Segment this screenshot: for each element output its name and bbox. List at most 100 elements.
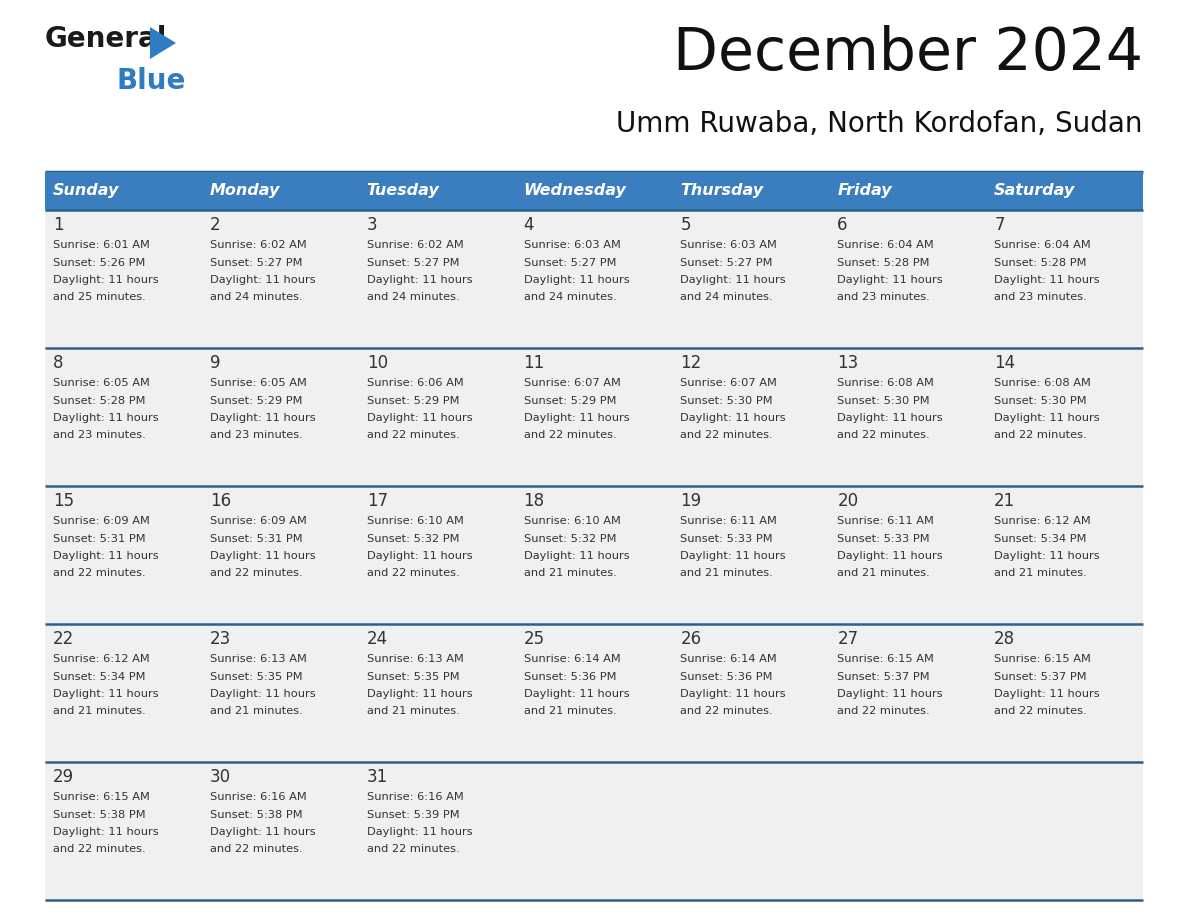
Text: Sunrise: 6:14 AM: Sunrise: 6:14 AM xyxy=(524,654,620,664)
Text: 16: 16 xyxy=(210,492,230,510)
Text: and 21 minutes.: and 21 minutes. xyxy=(838,568,930,578)
Text: Sunset: 5:39 PM: Sunset: 5:39 PM xyxy=(367,810,460,820)
Bar xyxy=(986,172,1143,210)
Text: 25: 25 xyxy=(524,630,544,648)
Text: 30: 30 xyxy=(210,768,230,786)
Text: Sunrise: 6:13 AM: Sunrise: 6:13 AM xyxy=(210,654,307,664)
Text: Daylight: 11 hours: Daylight: 11 hours xyxy=(53,827,159,837)
Text: Daylight: 11 hours: Daylight: 11 hours xyxy=(681,413,786,423)
Text: and 21 minutes.: and 21 minutes. xyxy=(524,707,617,717)
Text: Sunrise: 6:02 AM: Sunrise: 6:02 AM xyxy=(367,240,463,250)
Bar xyxy=(202,624,359,762)
Text: and 23 minutes.: and 23 minutes. xyxy=(994,293,1087,303)
Text: Daylight: 11 hours: Daylight: 11 hours xyxy=(210,689,316,699)
Text: Daylight: 11 hours: Daylight: 11 hours xyxy=(524,551,630,561)
Text: and 22 minutes.: and 22 minutes. xyxy=(994,707,1087,717)
Text: Friday: Friday xyxy=(838,184,892,198)
Text: Daylight: 11 hours: Daylight: 11 hours xyxy=(367,275,473,285)
Text: Daylight: 11 hours: Daylight: 11 hours xyxy=(367,413,473,423)
Bar xyxy=(359,348,516,486)
Text: Sunset: 5:35 PM: Sunset: 5:35 PM xyxy=(367,671,460,681)
Bar xyxy=(202,210,359,348)
Text: Daylight: 11 hours: Daylight: 11 hours xyxy=(524,413,630,423)
Text: 4: 4 xyxy=(524,216,535,234)
Bar xyxy=(986,486,1143,624)
Text: 2: 2 xyxy=(210,216,221,234)
Text: Sunrise: 6:16 AM: Sunrise: 6:16 AM xyxy=(210,792,307,802)
Text: 9: 9 xyxy=(210,354,220,372)
Text: Sunset: 5:29 PM: Sunset: 5:29 PM xyxy=(367,396,460,406)
Text: Tuesday: Tuesday xyxy=(367,184,440,198)
Text: Sunset: 5:32 PM: Sunset: 5:32 PM xyxy=(524,533,617,543)
Text: 13: 13 xyxy=(838,354,859,372)
Text: 23: 23 xyxy=(210,630,232,648)
Bar xyxy=(829,348,986,486)
Text: Sunrise: 6:07 AM: Sunrise: 6:07 AM xyxy=(524,378,620,388)
Text: 18: 18 xyxy=(524,492,544,510)
Text: 3: 3 xyxy=(367,216,378,234)
Text: Daylight: 11 hours: Daylight: 11 hours xyxy=(681,689,786,699)
Bar xyxy=(202,762,359,900)
Text: 26: 26 xyxy=(681,630,702,648)
Text: Sunrise: 6:03 AM: Sunrise: 6:03 AM xyxy=(524,240,620,250)
Text: 27: 27 xyxy=(838,630,859,648)
Text: Sunset: 5:31 PM: Sunset: 5:31 PM xyxy=(53,533,146,543)
Text: Sunrise: 6:08 AM: Sunrise: 6:08 AM xyxy=(838,378,934,388)
Text: Daylight: 11 hours: Daylight: 11 hours xyxy=(994,413,1100,423)
Text: Daylight: 11 hours: Daylight: 11 hours xyxy=(681,275,786,285)
Bar xyxy=(829,762,986,900)
Bar xyxy=(516,762,672,900)
Text: Sunday: Sunday xyxy=(53,184,119,198)
Text: Blue: Blue xyxy=(116,67,187,95)
Text: Sunrise: 6:06 AM: Sunrise: 6:06 AM xyxy=(367,378,463,388)
Text: Sunset: 5:32 PM: Sunset: 5:32 PM xyxy=(367,533,460,543)
Text: Daylight: 11 hours: Daylight: 11 hours xyxy=(367,689,473,699)
Text: Daylight: 11 hours: Daylight: 11 hours xyxy=(367,551,473,561)
Text: Sunrise: 6:03 AM: Sunrise: 6:03 AM xyxy=(681,240,777,250)
Text: 14: 14 xyxy=(994,354,1016,372)
Text: Saturday: Saturday xyxy=(994,184,1075,198)
Text: Daylight: 11 hours: Daylight: 11 hours xyxy=(210,551,316,561)
Text: Sunset: 5:29 PM: Sunset: 5:29 PM xyxy=(524,396,617,406)
Text: Sunset: 5:33 PM: Sunset: 5:33 PM xyxy=(838,533,930,543)
Text: Sunset: 5:27 PM: Sunset: 5:27 PM xyxy=(367,258,460,267)
Text: 10: 10 xyxy=(367,354,387,372)
Text: and 22 minutes.: and 22 minutes. xyxy=(367,431,460,441)
Bar xyxy=(516,624,672,762)
Text: Sunrise: 6:15 AM: Sunrise: 6:15 AM xyxy=(53,792,150,802)
Text: Sunrise: 6:11 AM: Sunrise: 6:11 AM xyxy=(681,516,777,526)
Text: Daylight: 11 hours: Daylight: 11 hours xyxy=(838,275,943,285)
Bar xyxy=(672,486,829,624)
Text: Daylight: 11 hours: Daylight: 11 hours xyxy=(53,275,159,285)
Text: Sunrise: 6:12 AM: Sunrise: 6:12 AM xyxy=(53,654,150,664)
Bar xyxy=(202,486,359,624)
Text: Sunrise: 6:09 AM: Sunrise: 6:09 AM xyxy=(53,516,150,526)
Bar xyxy=(45,348,202,486)
Bar xyxy=(202,172,359,210)
Text: Daylight: 11 hours: Daylight: 11 hours xyxy=(838,689,943,699)
Text: Sunset: 5:37 PM: Sunset: 5:37 PM xyxy=(838,671,930,681)
Text: Daylight: 11 hours: Daylight: 11 hours xyxy=(524,689,630,699)
Text: Daylight: 11 hours: Daylight: 11 hours xyxy=(53,413,159,423)
Text: 21: 21 xyxy=(994,492,1016,510)
Text: Daylight: 11 hours: Daylight: 11 hours xyxy=(681,551,786,561)
Bar xyxy=(829,486,986,624)
Text: Daylight: 11 hours: Daylight: 11 hours xyxy=(994,689,1100,699)
Text: Daylight: 11 hours: Daylight: 11 hours xyxy=(994,551,1100,561)
Text: 22: 22 xyxy=(53,630,74,648)
Text: and 21 minutes.: and 21 minutes. xyxy=(53,707,146,717)
Bar xyxy=(986,624,1143,762)
Bar xyxy=(359,486,516,624)
Bar xyxy=(516,172,672,210)
Text: Sunset: 5:37 PM: Sunset: 5:37 PM xyxy=(994,671,1087,681)
Text: 5: 5 xyxy=(681,216,691,234)
Text: 19: 19 xyxy=(681,492,702,510)
Text: Sunset: 5:30 PM: Sunset: 5:30 PM xyxy=(994,396,1087,406)
Text: and 22 minutes.: and 22 minutes. xyxy=(994,431,1087,441)
Bar xyxy=(986,210,1143,348)
Bar xyxy=(516,210,672,348)
Bar xyxy=(829,172,986,210)
Text: Sunrise: 6:10 AM: Sunrise: 6:10 AM xyxy=(367,516,463,526)
Text: Daylight: 11 hours: Daylight: 11 hours xyxy=(367,827,473,837)
Text: Sunset: 5:34 PM: Sunset: 5:34 PM xyxy=(53,671,145,681)
